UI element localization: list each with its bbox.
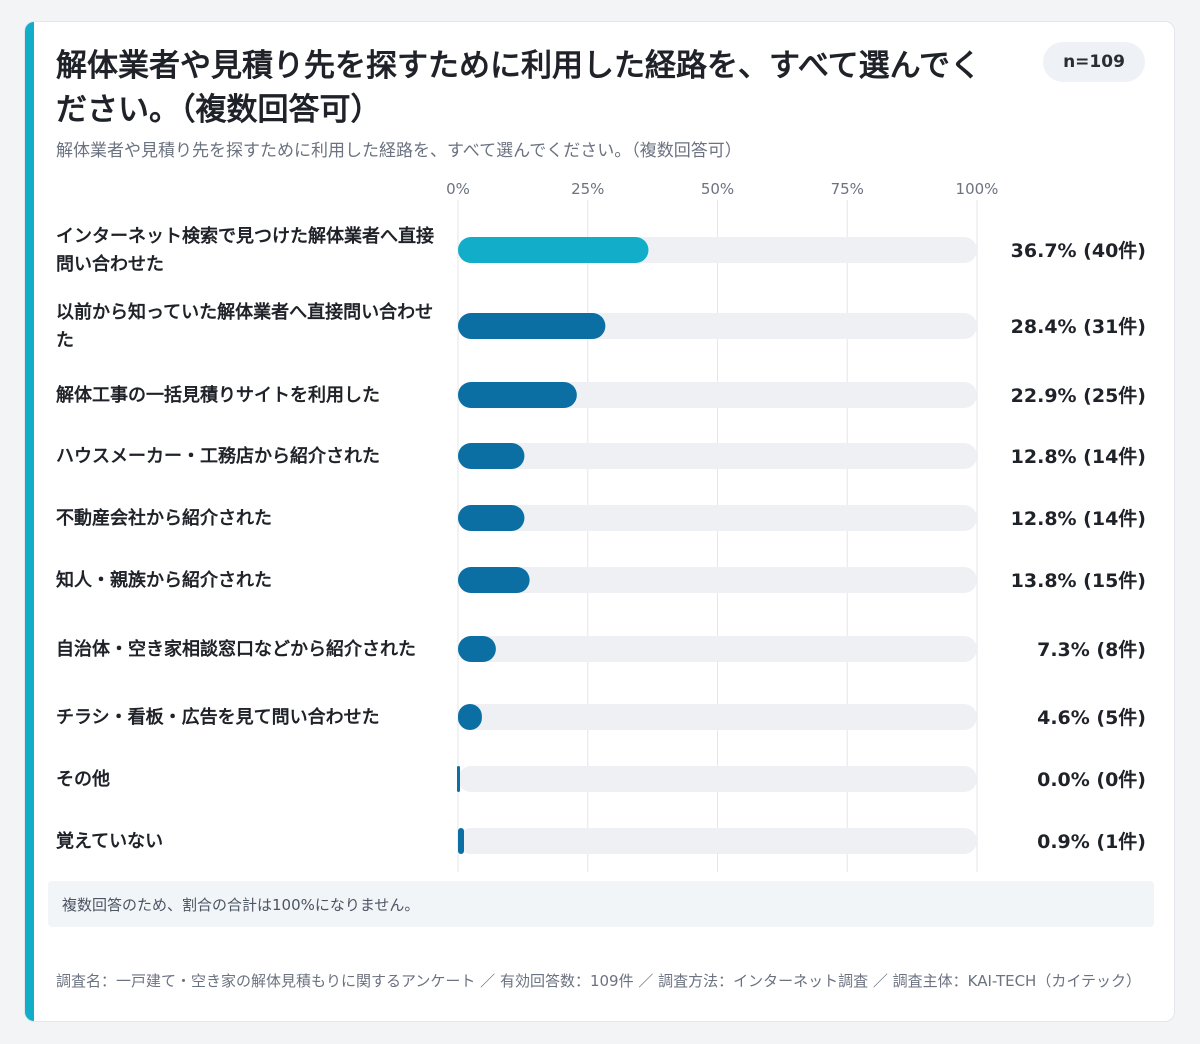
bar — [458, 443, 525, 469]
chart-title: 解体業者や見積り先を探すために利用した経路を、すべて選んでください。（複数回答可… — [56, 48, 982, 128]
x-tick-label: 25% — [571, 180, 604, 198]
bar-track — [458, 636, 977, 662]
bar — [457, 766, 460, 792]
bar-track — [458, 704, 977, 730]
bar — [458, 382, 577, 408]
category-label: ハウスメーカー・工務店から紹介された — [56, 445, 380, 467]
chart-subtitle: 解体業者や見積り先を探すために利用した経路を、すべて選んでください。（複数回答可… — [56, 141, 742, 161]
bar — [458, 636, 496, 662]
bar-chart: 0% 25% 50% 75% 100% インターネット検索で見つけた解体業者へ直接問い合わ… — [56, 180, 1146, 872]
category-label: 以前から知っていた解体業者へ直接問い合わせた — [56, 301, 433, 351]
category-label: チラシ・看板・広告を見て問い合わせた — [56, 706, 380, 728]
value-label: 4.6% (5件) — [1037, 706, 1146, 729]
value-label: 12.8% (14件) — [1011, 507, 1146, 530]
x-tick-label: 100% — [956, 180, 999, 198]
chart-card: 解体業者や見積り先を探すために利用した経路を、すべて選んでください。（複数回答可… — [24, 21, 1175, 1022]
bar — [458, 567, 530, 593]
category-label: 自治体・空き家相談窓口などから紹介された — [56, 638, 416, 660]
bar — [458, 313, 606, 339]
category-label: 知人・親族から紹介された — [56, 569, 272, 591]
category-label: その他 — [56, 768, 110, 790]
note-text: 複数回答のため、割合の合計は100%になりません。 — [62, 896, 420, 914]
bar — [458, 505, 525, 531]
survey-footer: 調査名：一戸建て・空き家の解体見積もりに関するアンケート ／ 有効回答数：109… — [56, 972, 1142, 990]
value-label: 28.4% (31件) — [1011, 315, 1146, 338]
bar-track — [458, 443, 977, 469]
x-tick-label: 75% — [831, 180, 864, 198]
category-label: 解体工事の一括見積りサイトを利用した — [56, 384, 380, 406]
note-box: 複数回答のため、割合の合計は100%になりません。 — [48, 881, 1154, 927]
value-label: 7.3% (8件) — [1037, 638, 1146, 661]
accent-bar — [25, 22, 34, 1021]
bar — [458, 828, 464, 854]
value-label: 12.8% (14件) — [1011, 445, 1146, 468]
value-label: 22.9% (25件) — [1011, 384, 1146, 407]
value-label: 0.0% (0件) — [1037, 768, 1146, 791]
bar — [458, 237, 649, 263]
x-tick-label: 0% — [446, 180, 470, 198]
bar — [458, 704, 482, 730]
x-tick-label: 50% — [701, 180, 734, 198]
bar-track — [458, 766, 977, 792]
value-label: 0.9% (1件) — [1037, 830, 1146, 853]
bar-track — [458, 567, 977, 593]
category-label: 覚えていない — [56, 830, 163, 852]
value-label: 36.7% (40件) — [1011, 239, 1146, 262]
bar-track — [458, 505, 977, 531]
sample-size-badge: n=109 — [1043, 42, 1145, 82]
bar-track — [458, 382, 977, 408]
value-label: 13.8% (15件) — [1011, 569, 1146, 592]
bar-track — [458, 828, 977, 854]
category-label: インターネット検索で見つけた解体業者へ直接問い合わせた — [56, 225, 434, 275]
category-label: 不動産会社から紹介された — [56, 507, 272, 529]
